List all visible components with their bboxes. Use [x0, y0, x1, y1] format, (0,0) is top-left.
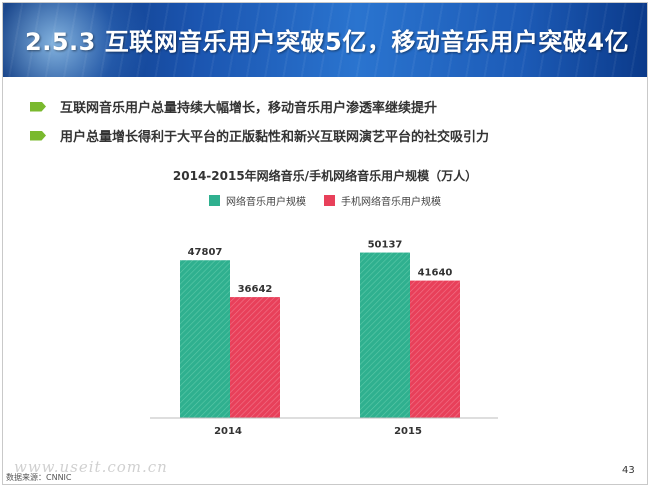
bar-series-2-2015: [410, 280, 460, 418]
data-label: 47807: [188, 247, 223, 258]
slide-title: 2.5.3 互联网音乐用户突破5亿，移动音乐用户突破4亿: [25, 28, 630, 56]
x-tick-label: 2014: [214, 426, 242, 437]
bar-series-1-2014: [180, 260, 230, 418]
arrow-bullet-icon: [30, 130, 46, 141]
x-tick-label: 2015: [394, 426, 422, 437]
legend-label: 网络音乐用户规模: [226, 197, 306, 208]
bullet-list: 互联网音乐用户总量持续大幅增长，移动音乐用户渗透率继续提升 用户总量增长得利于大…: [30, 92, 489, 150]
legend-swatch: [209, 195, 220, 206]
header-glow: [3, 3, 163, 77]
data-label: 50137: [368, 240, 403, 251]
legend-item-series-1: 网络音乐用户规模: [209, 193, 306, 208]
chart-title: 2014-2015年网络音乐/手机网络音乐用户规模（万人）: [172, 169, 478, 183]
data-label: 41640: [418, 268, 453, 279]
bar-series-1-2015: [360, 252, 410, 418]
legend-item-series-2: 手机网络音乐用户规模: [324, 193, 441, 208]
bullet-item: 互联网音乐用户总量持续大幅增长，移动音乐用户渗透率继续提升: [30, 92, 489, 121]
page-number: 43: [622, 465, 635, 476]
bar-series-2-2014: [230, 297, 280, 418]
watermark: www.useit.com.cn: [14, 458, 168, 476]
legend-label: 手机网络音乐用户规模: [341, 197, 441, 208]
header-banner: 2.5.3 互联网音乐用户突破5亿，移动音乐用户突破4亿: [3, 3, 647, 77]
header-texture: [3, 3, 647, 77]
bullet-item: 用户总量增长得利于大平台的正版黏性和新兴互联网演艺平台的社交吸引力: [30, 121, 489, 150]
legend-swatch: [324, 195, 335, 206]
arrow-bullet-icon: [30, 101, 46, 112]
bullet-text: 互联网音乐用户总量持续大幅增长，移动音乐用户渗透率继续提升: [60, 101, 438, 116]
data-label: 36642: [238, 284, 273, 295]
chart-legend: 网络音乐用户规模 手机网络音乐用户规模: [0, 193, 650, 208]
data-source: 数据来源：CNNIC: [6, 473, 72, 482]
bullet-text: 用户总量增长得利于大平台的正版黏性和新兴互联网演艺平台的社交吸引力: [60, 130, 490, 145]
